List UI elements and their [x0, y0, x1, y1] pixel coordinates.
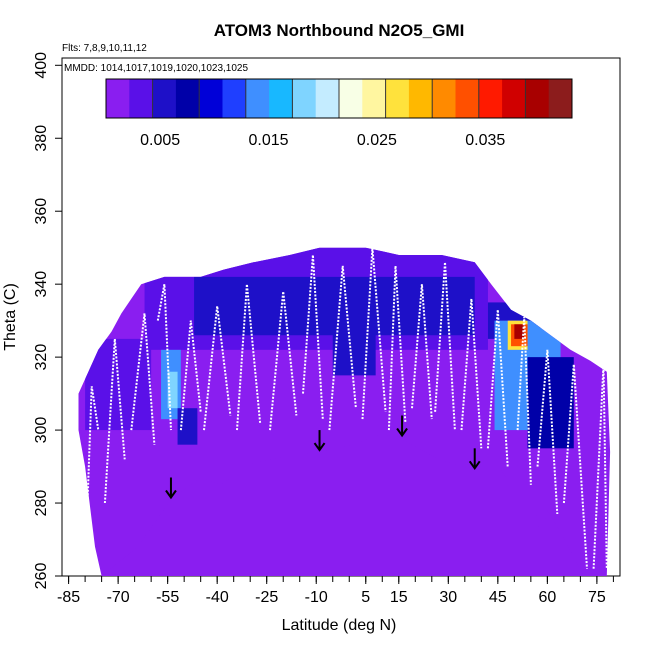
colorbar-band-11	[362, 79, 387, 118]
colorbar-bands	[106, 79, 573, 118]
x-tick-label: 15	[390, 589, 408, 606]
colorbar-band-0	[106, 79, 130, 118]
y-tick-label: 380	[33, 125, 50, 152]
flight-track-13	[434, 262, 456, 431]
x-tick-label: 45	[489, 589, 507, 606]
x-tick-label: -25	[255, 589, 278, 606]
y-tick-label: 300	[33, 417, 50, 444]
mmdd-label: MMDD: 1014,1017,1019,1020,1023,1025	[64, 63, 248, 74]
flight-track-17	[536, 349, 559, 515]
x-tick-label: 5	[361, 589, 370, 606]
arrow-1	[313, 430, 326, 452]
colorbar-band-7	[269, 79, 293, 118]
lower-boundary-fill	[101, 433, 584, 576]
colorbar-band-17	[502, 79, 526, 118]
y-tick-label: 260	[33, 563, 50, 590]
flight-track-6	[236, 284, 262, 431]
flight-track-9	[328, 265, 357, 431]
flight-track-14	[460, 298, 483, 449]
region-9	[527, 357, 574, 449]
flight-track-3	[156, 284, 172, 431]
flights-label: Flts: 7,8,9,10,11,12	[62, 43, 147, 54]
colorbar-band-13	[408, 79, 433, 118]
colorbar-band-8	[292, 79, 317, 118]
flight-track-12	[411, 284, 433, 420]
flight-track-19	[592, 364, 608, 569]
y-tick-label: 360	[33, 198, 50, 225]
colorbar-band-18	[525, 79, 550, 118]
y-axis-label: Theta (C)	[2, 283, 19, 351]
y-axis: 260 280 300 320 340 360 380 400	[33, 52, 62, 590]
arrow-0	[165, 477, 177, 500]
colorbar-band-4	[199, 79, 223, 118]
region-3	[167, 371, 178, 409]
x-axis-label: Latitude (deg N)	[282, 617, 397, 634]
colorbar-band-5	[222, 79, 247, 118]
colorbar-tick-label: 0.015	[249, 132, 289, 149]
x-axis: -85 -70 -55 -40 -25 -10 5 15 30 45 60 75	[57, 576, 614, 606]
flight-track-16	[516, 316, 532, 485]
flight-track-15	[486, 309, 509, 467]
colorbar-tick-label: 0.035	[465, 132, 505, 149]
x-tick-label: -55	[156, 589, 179, 606]
flight-track-18	[562, 364, 588, 569]
flight-tracks	[84, 247, 608, 569]
colorbar-band-1	[129, 79, 154, 118]
colorbar-band-2	[152, 79, 177, 118]
y-tick-label: 280	[33, 490, 50, 517]
flight-track-7	[269, 291, 298, 431]
flight-track-4	[179, 320, 202, 431]
y-tick-label: 400	[33, 52, 50, 79]
region-6	[332, 327, 376, 376]
region-1	[194, 276, 475, 336]
flight-track-2	[130, 313, 156, 445]
colorbar-frame	[105, 78, 573, 119]
colorbar-band-10	[339, 79, 363, 118]
colorbar-band-9	[315, 79, 340, 118]
flight-track-0	[84, 386, 100, 569]
arrow-2	[396, 415, 408, 438]
colorbar-band-14	[432, 79, 456, 118]
colorbar-tick-label: 0.005	[140, 132, 180, 149]
y-tick-label: 340	[33, 271, 50, 298]
colorbar-band-6	[245, 79, 270, 118]
colorbar-band-12	[385, 79, 410, 118]
arrows	[165, 415, 481, 500]
colorbar-band-19	[548, 79, 573, 118]
region-12	[514, 324, 525, 339]
x-tick-label: -70	[107, 589, 130, 606]
colorbar-band-15	[455, 79, 480, 118]
x-tick-label: 60	[538, 589, 556, 606]
region-4	[177, 408, 198, 445]
colorbar: 0.005 0.015 0.025 0.035	[105, 78, 573, 149]
y-tick-label: 320	[33, 344, 50, 371]
x-tick-label: -85	[57, 589, 80, 606]
chart-title: ATOM3 Northbound N2O5_GMI	[214, 21, 465, 40]
flight-track-8	[302, 254, 324, 420]
x-tick-label: 75	[588, 589, 606, 606]
colorbar-tick-label: 0.025	[357, 132, 397, 149]
x-tick-label: 30	[439, 589, 457, 606]
flight-track-10	[361, 247, 387, 420]
colorbar-band-16	[478, 79, 503, 118]
colorbar-ticks: 0.005 0.015 0.025 0.035	[140, 132, 505, 149]
x-tick-label: -10	[305, 589, 328, 606]
colorbar-band-3	[175, 79, 200, 118]
arrow-3	[468, 448, 481, 471]
x-tick-label: -40	[206, 589, 229, 606]
